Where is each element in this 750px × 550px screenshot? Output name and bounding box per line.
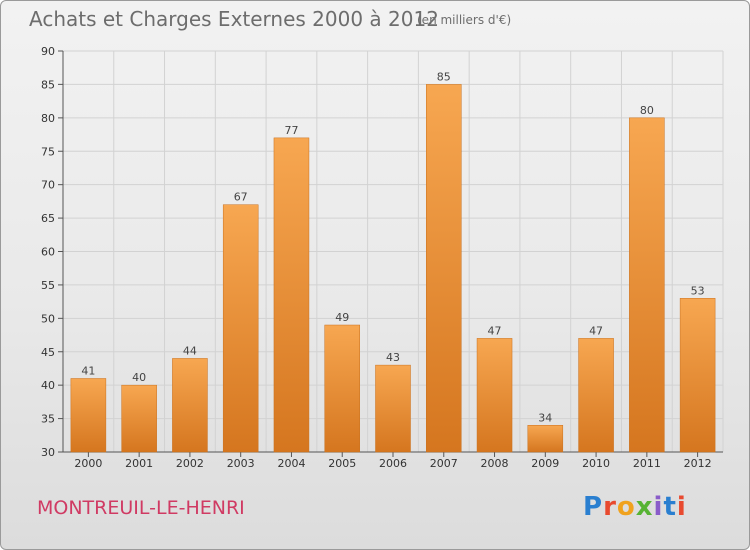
bar [679,298,716,453]
bar [70,378,107,453]
data-label: 41 [81,364,95,377]
y-tick-labels: 30 35 40 45 50 55 60 65 70 75 80 85 90 [41,45,55,459]
chart-title: Achats et Charges Externes 2000 à 2012 [29,7,439,31]
y-tick-label: 85 [41,78,55,91]
x-tick-label: 2009 [531,457,559,470]
data-label: 34 [538,411,552,424]
bar [324,324,360,453]
logo-letter: i [676,492,687,522]
x-tick-label: 2003 [227,457,255,470]
x-tick-label: 2010 [582,457,610,470]
x-tick-label: 2006 [379,457,407,470]
data-label: 77 [284,124,298,137]
bar [273,137,310,453]
logo-letter: o [616,492,636,522]
proxiti-logo: Proxiti [583,492,687,522]
bar [527,425,564,453]
bar [629,117,665,453]
x-tick-labels: 2000 2001 2002 2003 2004 2005 2006 2007 2008 2009… [74,457,711,470]
y-tick-label: 70 [41,179,55,192]
value-labels: 41 40 44 67 77 49 43 85 47 34 47 80 53 [81,70,704,424]
y-tick-label: 60 [41,246,55,259]
x-tick-label: 2004 [277,457,305,470]
chart-subtitle: (en milliers d'€) [417,13,512,27]
logo-letter: x [635,492,654,522]
bar [375,364,411,453]
y-tick-label: 80 [41,112,55,125]
bar [121,384,157,453]
data-label: 53 [691,284,705,297]
y-tick-label: 55 [41,279,55,292]
logo-letter: r [603,492,617,522]
x-tick-label: 2000 [74,457,102,470]
data-label: 44 [183,344,197,357]
y-tick-label: 40 [41,379,55,392]
logo-letter: t [663,492,677,522]
y-tick-label: 45 [41,346,55,359]
y-tick-label: 35 [41,413,55,426]
data-label: 47 [488,324,502,337]
y-tick-label: 75 [41,145,55,158]
y-tick-label: 50 [41,312,55,325]
y-tick-label: 90 [41,45,55,58]
data-label: 49 [335,311,349,324]
data-label: 40 [132,371,146,384]
bar [578,338,614,453]
data-label: 47 [589,324,603,337]
x-tick-label: 2007 [430,457,458,470]
place-name: MONTREUIL-LE-HENRI [37,497,245,519]
data-label: 67 [234,191,248,204]
y-tick-label: 65 [41,212,55,225]
x-tick-label: 2002 [176,457,204,470]
bar [172,358,208,453]
x-tick-label: 2012 [684,457,712,470]
logo-letter: i [653,492,664,522]
bar [222,204,259,453]
logo-letter: P [583,492,604,522]
x-tick-label: 2011 [633,457,661,470]
data-label: 85 [437,70,451,83]
y-tick-label: 30 [41,446,55,459]
x-tick-label: 2001 [125,457,153,470]
x-tick-label: 2005 [328,457,356,470]
data-label: 80 [640,104,654,117]
bar [476,338,513,453]
x-tick-label: 2008 [481,457,509,470]
data-label: 43 [386,351,400,364]
bar [426,84,462,453]
bars [70,84,716,453]
